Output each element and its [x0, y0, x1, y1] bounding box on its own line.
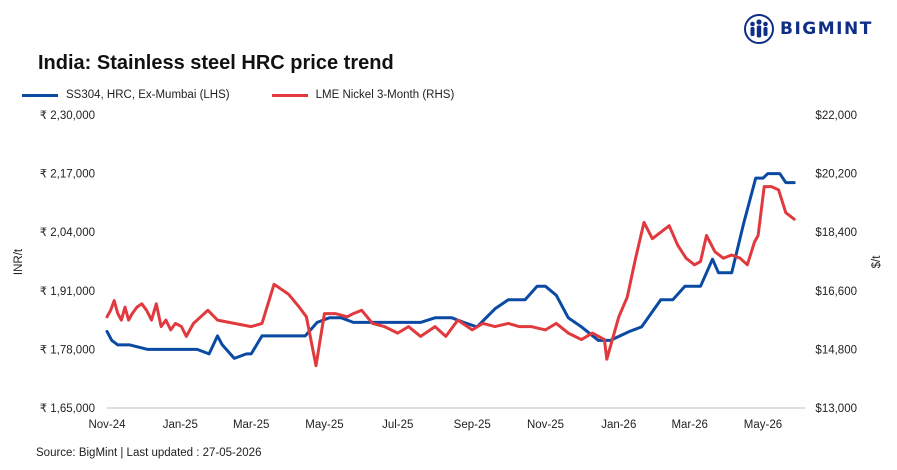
right-tick-label: $16,600	[815, 286, 857, 298]
brand-logo: BIGMINT	[744, 14, 873, 44]
source-note: Source: BigMint | Last updated : 27-05-2…	[36, 447, 262, 459]
x-tick-label: Jan-25	[163, 419, 198, 431]
right-axis-title: $/t	[871, 255, 883, 269]
x-tick-label: Nov-24	[88, 419, 126, 431]
x-tick-label: Jan-26	[601, 419, 636, 431]
people-logo-icon	[744, 14, 774, 44]
right-axis-ticks: $22,000 $20,200 $18,400 $16,600 $14,800 $13,0…	[815, 110, 857, 415]
brand-name: BIGMINT	[780, 19, 873, 39]
left-tick-label: ₹ 1,91,000	[40, 286, 95, 298]
x-axis-ticks: Nov-24 Jan-25 Mar-25 May-25 Jul-25 Sep-25 Nov-…	[88, 419, 782, 431]
right-tick-label: $18,400	[815, 227, 857, 239]
x-tick-label: May-26	[744, 419, 782, 431]
legend-label: SS304, HRC, Ex-Mumbai (LHS)	[66, 89, 230, 101]
series-lines	[105, 172, 796, 368]
left-tick-label: ₹ 2,04,000	[40, 227, 95, 239]
left-tick-label: ₹ 1,78,000	[40, 344, 95, 356]
legend-item-ss304: SS304, HRC, Ex-Mumbai (LHS)	[22, 89, 230, 101]
chart-legend: SS304, HRC, Ex-Mumbai (LHS) LME Nickel 3…	[22, 89, 496, 101]
left-axis-title: INR/t	[13, 248, 25, 275]
x-tick-label: Mar-25	[233, 419, 269, 431]
legend-swatch	[271, 93, 308, 97]
x-tick-label: May-25	[305, 419, 343, 431]
x-tick-label: Nov-25	[527, 419, 564, 431]
series-line-ss304	[105, 172, 796, 360]
legend-label: LME Nickel 3-Month (RHS)	[315, 89, 455, 101]
right-tick-label: $14,800	[815, 344, 857, 356]
right-tick-label: $22,000	[815, 110, 857, 122]
left-tick-label: ₹ 1,65,000	[40, 403, 95, 415]
chart-title: India: Stainless steel HRC price trend	[38, 52, 394, 74]
series-line-lme-nickel	[105, 185, 796, 368]
line-chart: ₹ 2,30,000 ₹ 2,17,000 ₹ 2,04,000 ₹ 1,91,000…	[13, 110, 883, 431]
x-tick-label: Mar-26	[671, 419, 707, 431]
right-tick-label: $20,200	[815, 169, 857, 181]
legend-item-lme-nickel: LME Nickel 3-Month (RHS)	[271, 89, 455, 101]
left-tick-label: ₹ 2,30,000	[40, 110, 95, 122]
x-tick-label: Jul-25	[382, 419, 413, 431]
legend-swatch	[22, 93, 58, 97]
x-tick-label: Sep-25	[454, 419, 491, 431]
left-axis-ticks: ₹ 2,30,000 ₹ 2,17,000 ₹ 2,04,000 ₹ 1,91,000…	[40, 110, 95, 415]
left-tick-label: ₹ 2,17,000	[40, 169, 95, 181]
right-tick-label: $13,000	[815, 403, 857, 415]
